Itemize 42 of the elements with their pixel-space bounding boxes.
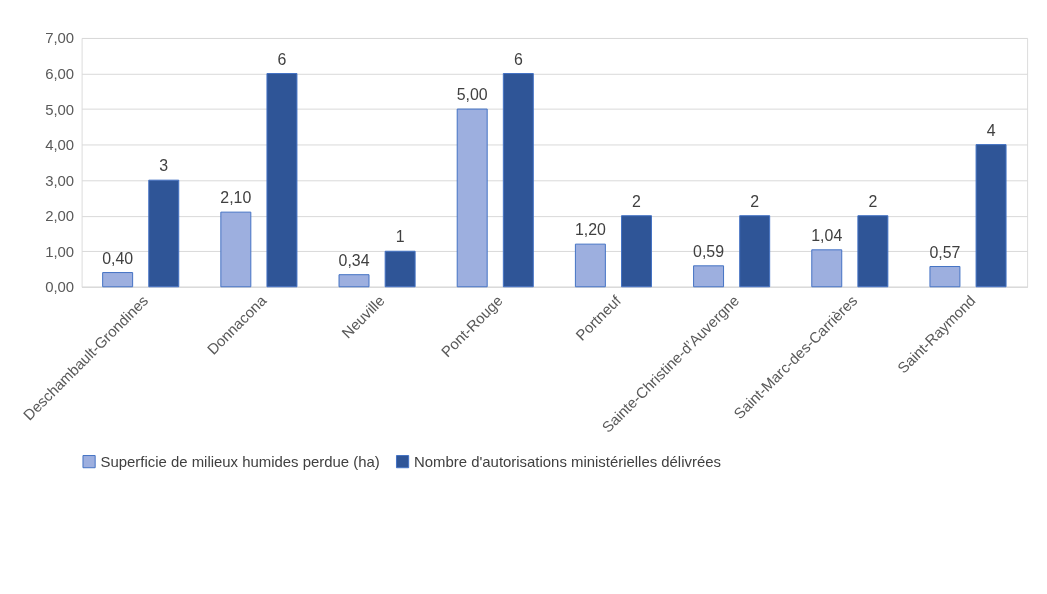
y-tick-label: 2,00 [45, 207, 75, 225]
y-tick-label: 4,00 [45, 136, 75, 154]
bar [621, 215, 652, 288]
bar [102, 272, 134, 288]
bar [975, 144, 1007, 288]
y-tick-label: 5,00 [45, 100, 75, 118]
data-label: 0,59 [693, 242, 725, 260]
data-label: 5,00 [456, 86, 488, 104]
data-label: 6 [277, 50, 287, 68]
data-label: 2,10 [220, 189, 252, 207]
data-label: 2 [750, 192, 760, 210]
bar [220, 211, 252, 288]
bar [857, 215, 889, 288]
y-tick-label: 0,00 [45, 278, 75, 296]
bar [384, 250, 416, 288]
data-label: 0,57 [929, 243, 961, 261]
data-label: 6 [513, 50, 523, 68]
data-label: 3 [159, 157, 169, 175]
bar [502, 73, 534, 288]
bar [693, 265, 725, 288]
data-label: 2 [632, 192, 642, 210]
y-tick-label: 6,00 [45, 64, 75, 82]
bar [338, 274, 370, 288]
bar [148, 179, 180, 288]
bar [456, 108, 488, 288]
legend-label: Nombre d'autorisations ministérielles délivrées [414, 452, 721, 470]
data-label: 1,20 [574, 221, 607, 239]
bar [739, 215, 771, 288]
bar [811, 249, 843, 288]
data-label: 0,40 [102, 249, 134, 267]
bar [929, 266, 961, 288]
bar [574, 243, 606, 288]
y-tick-label: 3,00 [45, 171, 75, 189]
y-tick-label: 7,00 [45, 29, 75, 47]
data-label: 4 [986, 121, 996, 139]
y-tick-label: 1,00 [45, 242, 75, 260]
data-label: 0,34 [338, 251, 370, 269]
bar [266, 73, 298, 288]
data-label: 1 [395, 228, 405, 246]
legend-label: Superficie de milieux humides perdue (ha) [100, 452, 380, 470]
data-label: 2 [868, 192, 878, 210]
data-label: 1,04 [811, 226, 843, 244]
